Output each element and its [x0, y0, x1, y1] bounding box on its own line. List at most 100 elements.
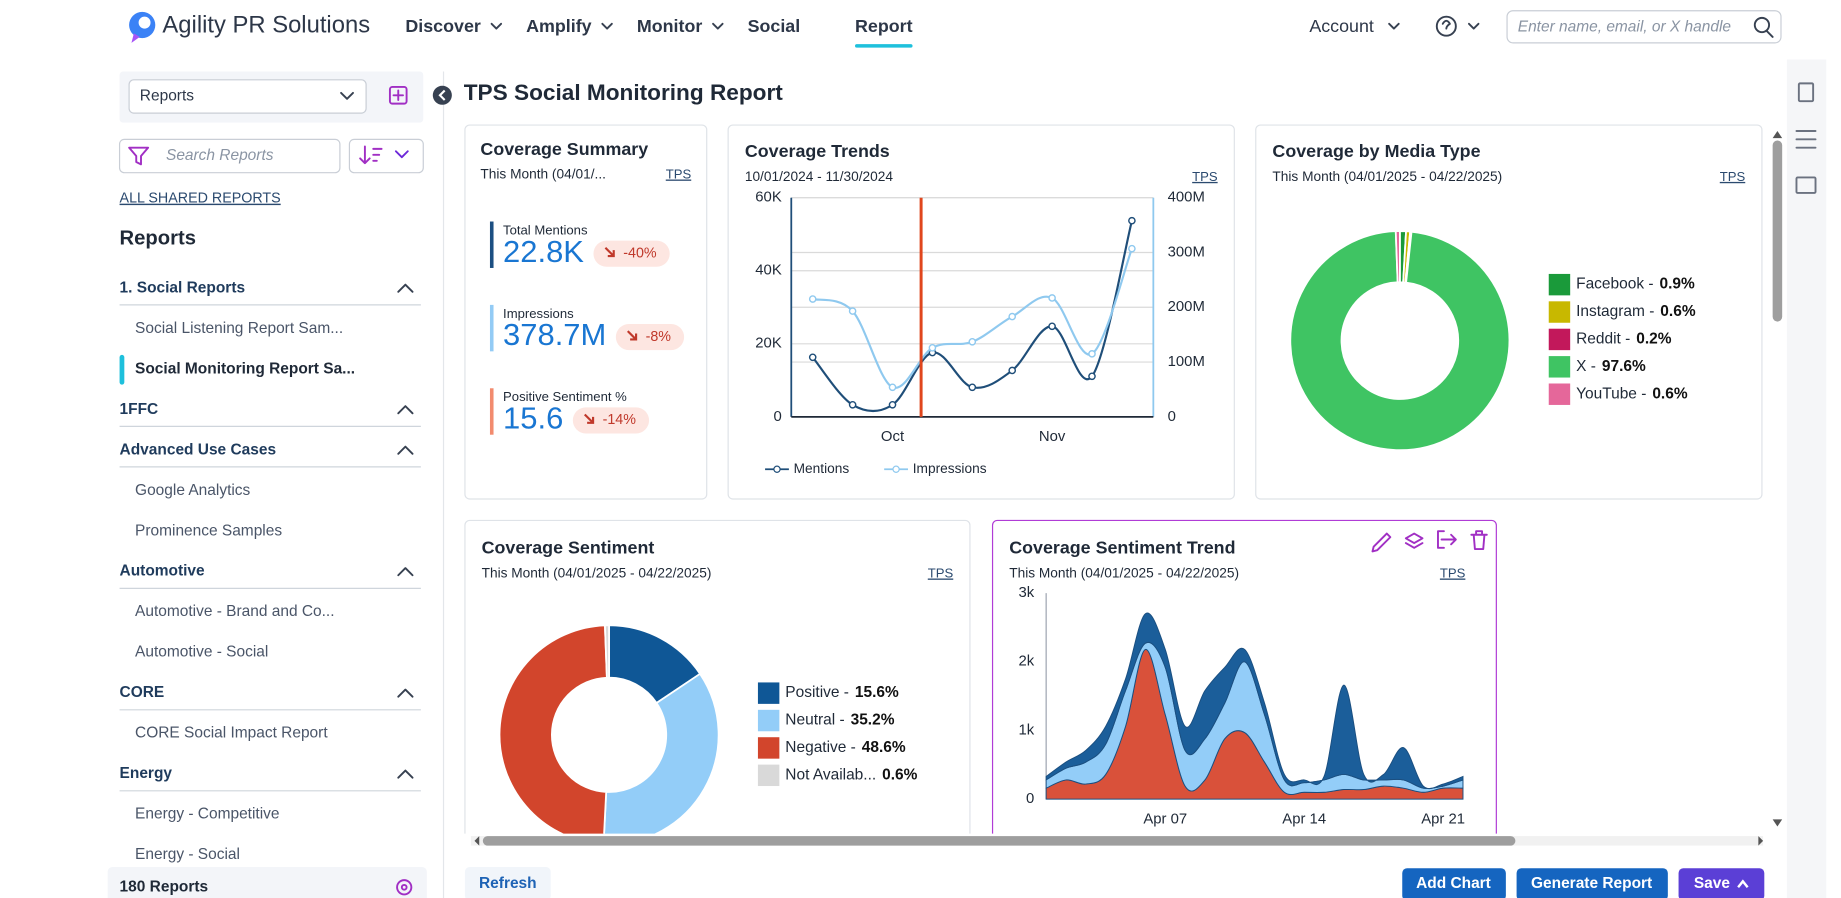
point [848, 400, 857, 409]
rail-doc-icon[interactable] [1797, 82, 1815, 103]
group-header[interactable]: Energy [120, 765, 173, 782]
save-chevron [1737, 879, 1749, 889]
legend-swatch [1548, 301, 1571, 323]
legend-point [892, 465, 900, 473]
group-header[interactable]: Advanced Use Cases [120, 441, 277, 458]
legend-value: 97.6% [1602, 358, 1646, 375]
legend-swatch [1548, 356, 1571, 378]
save-button[interactable] [1678, 868, 1765, 898]
active-indicator [119, 354, 125, 385]
point [848, 307, 857, 315]
card-title: Coverage by Media Type [1272, 141, 1480, 161]
y-tick-label: 2k [1019, 654, 1035, 670]
help-icon[interactable] [1435, 15, 1457, 37]
report-item[interactable]: Automotive - Brand and Co... [135, 603, 334, 620]
legend-value: 0.6% [1652, 385, 1688, 402]
report-item[interactable]: CORE Social Impact Report [135, 725, 328, 742]
point [808, 353, 817, 362]
search-reports[interactable] [118, 138, 341, 174]
legend-swatch [1548, 383, 1571, 405]
edit-icon[interactable] [1371, 532, 1392, 553]
nav-item[interactable]: Report [855, 16, 913, 36]
collapse-chevron[interactable] [397, 567, 414, 577]
group-header[interactable]: 1FFC [120, 401, 159, 418]
nav-item[interactable]: Discover [405, 16, 480, 36]
change-badge [572, 407, 650, 434]
x-tick-label: Nov [1039, 429, 1066, 445]
metric-value: 378.7M [503, 317, 606, 352]
legend-swatch [757, 737, 780, 759]
collapse-chevron[interactable] [397, 445, 414, 455]
report-item[interactable]: Energy - Social [135, 846, 240, 863]
legend-value: 35.2% [851, 712, 895, 729]
generate-report-button[interactable] [1516, 868, 1668, 898]
back-button[interactable] [432, 85, 452, 105]
chevron [601, 22, 613, 30]
source-link[interactable]: TPS [1720, 169, 1746, 184]
sort-button[interactable] [348, 138, 424, 174]
legend-value: 0.6% [882, 766, 918, 783]
report-item[interactable]: Google Analytics [135, 482, 250, 499]
metric-bar [489, 221, 494, 268]
add-chart-button[interactable] [1402, 868, 1506, 898]
point [968, 337, 977, 346]
account-menu[interactable]: Account [1309, 16, 1374, 36]
card [464, 519, 971, 834]
point [1088, 372, 1096, 381]
report-dropdown[interactable] [128, 79, 367, 114]
legend-value: 0.6% [1660, 303, 1696, 320]
search-box[interactable] [1506, 10, 1782, 44]
legend-label: Impressions [913, 461, 987, 476]
settings-icon[interactable] [396, 879, 413, 896]
nav-item[interactable]: Monitor [637, 16, 703, 36]
slice [604, 624, 610, 679]
report-item[interactable]: Prominence Samples [135, 522, 282, 539]
area [1045, 612, 1464, 790]
report-item[interactable]: Social Listening Report Sam... [135, 320, 343, 337]
source-link[interactable]: TPS [1192, 169, 1218, 184]
y2-tick-label: 0 [1168, 409, 1176, 425]
export-icon[interactable] [1437, 530, 1457, 549]
collapse-chevron[interactable] [397, 769, 414, 779]
add-report-button[interactable] [388, 85, 408, 105]
legend-label: Not Availab... [785, 766, 876, 783]
y2-tick-label: 100M [1168, 354, 1205, 370]
y2-tick-label: 300M [1168, 244, 1205, 260]
v-scroll-thumb[interactable] [1772, 140, 1783, 322]
search-icon[interactable] [1753, 16, 1771, 34]
brand[interactable]: Agility PR Solutions [162, 11, 370, 38]
refresh-button[interactable] [464, 867, 551, 898]
h-scroll-thumb[interactable] [482, 836, 1516, 846]
search-icon-handle [1765, 30, 1774, 38]
rail-widget-icon[interactable] [1795, 176, 1817, 194]
source-link[interactable]: TPS [928, 566, 954, 581]
legend-swatch [757, 764, 780, 787]
point [928, 344, 937, 352]
collapse-chevron[interactable] [397, 283, 414, 293]
source-link[interactable]: TPS [1440, 566, 1466, 581]
group-header[interactable]: Automotive [120, 563, 205, 580]
delete-icon[interactable] [1470, 530, 1488, 550]
legend-label: Negative - [785, 739, 856, 756]
metric-bar [489, 304, 494, 352]
source-link[interactable]: TPS [666, 167, 692, 182]
shared-reports-link[interactable]: ALL SHARED REPORTS [120, 191, 281, 207]
layers-icon[interactable] [1404, 532, 1424, 549]
collapse-chevron[interactable] [397, 405, 414, 415]
rail-filter-icon[interactable] [1795, 130, 1817, 149]
group-header[interactable]: CORE [120, 684, 165, 701]
report-item[interactable]: Social Monitoring Report Sa... [135, 360, 355, 377]
refresh-label: Refresh [479, 875, 537, 892]
chevron [394, 150, 409, 159]
nav-item[interactable]: Social [748, 16, 801, 36]
report-item[interactable]: Energy - Competitive [135, 806, 279, 823]
point [1128, 216, 1136, 225]
card-period: This Month (04/01/2025 - 04/22/2025) [1009, 566, 1239, 581]
nav-item[interactable]: Amplify [526, 16, 592, 36]
report-item[interactable]: Automotive - Social [135, 644, 268, 661]
down-arrow [626, 330, 638, 341]
metric-value: 15.6 [503, 401, 563, 436]
group-header[interactable]: 1. Social Reports [120, 279, 246, 296]
collapse-chevron[interactable] [397, 688, 414, 698]
legend-label: Reddit - [1576, 331, 1630, 348]
